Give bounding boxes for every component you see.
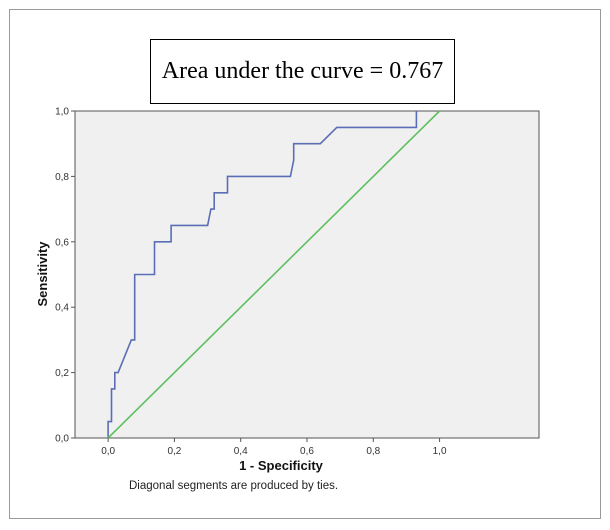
y-axis-title: Sensitivity bbox=[35, 241, 50, 307]
x-tick-label: 1,0 bbox=[433, 446, 447, 457]
auc-annotation-box: Area under the curve = 0.767 bbox=[150, 39, 455, 104]
x-tick-label: 0,8 bbox=[366, 446, 380, 457]
footnote: Diagonal segments are produced by ties. bbox=[129, 480, 339, 492]
y-tick-label: 0,0 bbox=[55, 434, 69, 445]
x-tick-label: 0,6 bbox=[300, 446, 314, 457]
series-layer bbox=[107, 110, 441, 439]
y-tick-label: 0,8 bbox=[55, 172, 69, 183]
auc-annotation-text: Area under the curve = 0.767 bbox=[161, 58, 444, 84]
x-tick-label: 0,2 bbox=[167, 446, 181, 457]
y-tick-label: 1,0 bbox=[55, 107, 69, 118]
tick-layer: 0,0 0,2 0,4 0,6 0,8 1,0 0,0 0,2 0,4 0,6 0,8 1,0 bbox=[55, 107, 447, 458]
reference-diagonal-line bbox=[107, 110, 441, 439]
roc-curve-line bbox=[107, 111, 418, 438]
y-tick-label: 0,6 bbox=[55, 237, 69, 248]
y-tick-label: 0,4 bbox=[55, 303, 69, 314]
x-axis-title: 1 - Specificity bbox=[239, 458, 324, 473]
x-tick-label: 0,4 bbox=[234, 446, 248, 457]
x-tick-label: 0,0 bbox=[101, 446, 115, 457]
y-tick-label: 0,2 bbox=[55, 368, 69, 379]
